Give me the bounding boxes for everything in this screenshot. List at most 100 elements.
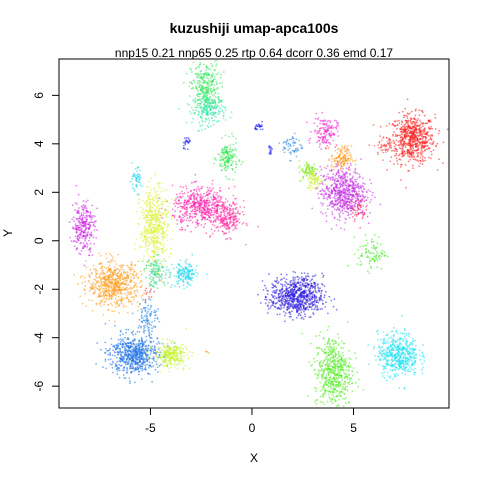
data-point: [407, 129, 410, 131]
data-point: [215, 121, 218, 123]
data-point: [314, 181, 317, 183]
data-point: [396, 160, 398, 162]
data-point: [94, 275, 97, 277]
data-point: [154, 254, 156, 256]
data-point: [85, 305, 87, 307]
data-point: [235, 202, 238, 205]
data-point: [235, 208, 237, 211]
data-point: [108, 276, 111, 278]
data-point: [421, 163, 424, 166]
data-point: [205, 200, 207, 203]
data-point: [156, 231, 159, 234]
data-point: [146, 248, 149, 251]
data-point: [320, 120, 323, 122]
data-point: [214, 99, 216, 101]
data-point: [174, 210, 177, 213]
data-point: [362, 177, 364, 180]
data-point: [422, 111, 424, 114]
data-point: [313, 163, 316, 166]
data-point: [333, 159, 336, 162]
data-point: [185, 72, 188, 75]
data-point: [177, 107, 180, 110]
data-point: [226, 167, 229, 170]
data-point: [154, 244, 157, 246]
data-point: [86, 199, 89, 202]
data-point: [328, 190, 331, 193]
data-point: [204, 218, 207, 221]
data-point: [339, 168, 342, 171]
data-point: [94, 291, 96, 294]
data-point: [404, 152, 407, 155]
data-point: [154, 230, 157, 233]
data-point: [152, 217, 154, 219]
data-point: [165, 215, 168, 218]
data-point: [154, 247, 157, 250]
data-point: [149, 202, 151, 205]
data-point: [339, 163, 342, 165]
data-point: [148, 199, 150, 201]
data-point: [189, 196, 192, 199]
data-point: [408, 152, 411, 155]
data-point: [155, 237, 158, 240]
data-point: [360, 158, 362, 161]
data-point: [74, 224, 77, 227]
data-point: [382, 149, 384, 151]
data-point: [191, 86, 194, 89]
data-point: [133, 190, 136, 192]
data-point: [212, 193, 215, 196]
data-point: [205, 89, 207, 91]
data-point: [343, 195, 346, 198]
data-point: [393, 120, 396, 123]
data-point: [134, 248, 136, 251]
data-point: [382, 151, 385, 154]
data-point: [217, 109, 220, 112]
data-point: [382, 136, 385, 139]
data-point: [186, 282, 189, 284]
data-point: [154, 234, 156, 237]
data-point: [309, 189, 312, 192]
data-point: [85, 220, 88, 222]
data-point: [131, 187, 134, 190]
data-point: [406, 115, 408, 117]
data-point: [416, 138, 419, 141]
data-point: [90, 283, 93, 286]
data-point: [389, 140, 391, 143]
data-point: [204, 217, 206, 219]
data-point: [110, 287, 113, 290]
data-point: [194, 221, 197, 224]
data-point: [89, 224, 91, 226]
data-point: [361, 190, 363, 192]
data-point: [104, 273, 106, 275]
data-point: [91, 309, 94, 312]
data-point: [202, 195, 205, 198]
data-point: [165, 269, 168, 271]
data-point: [146, 245, 149, 247]
data-point: [322, 136, 324, 139]
data-point: [153, 223, 155, 226]
data-point: [203, 226, 205, 229]
data-point: [139, 181, 142, 184]
data-point: [192, 192, 195, 194]
data-point: [320, 127, 323, 129]
data-point: [150, 238, 153, 241]
data-point: [397, 140, 400, 143]
data-point: [196, 79, 199, 82]
data-point: [190, 88, 193, 90]
data-point: [197, 90, 199, 92]
data-point: [81, 217, 84, 220]
data-point: [340, 150, 342, 153]
data-point: [165, 234, 168, 236]
data-point: [212, 87, 215, 89]
data-point: [400, 130, 403, 133]
data-point: [147, 232, 150, 235]
data-point: [239, 206, 242, 208]
data-point: [206, 65, 208, 68]
data-point: [219, 107, 222, 110]
cluster-4: [213, 132, 244, 181]
data-point: [230, 157, 233, 160]
data-point: [134, 168, 137, 170]
data-point: [84, 205, 87, 207]
data-point: [197, 206, 200, 209]
data-point: [126, 288, 129, 291]
data-point: [86, 232, 88, 235]
